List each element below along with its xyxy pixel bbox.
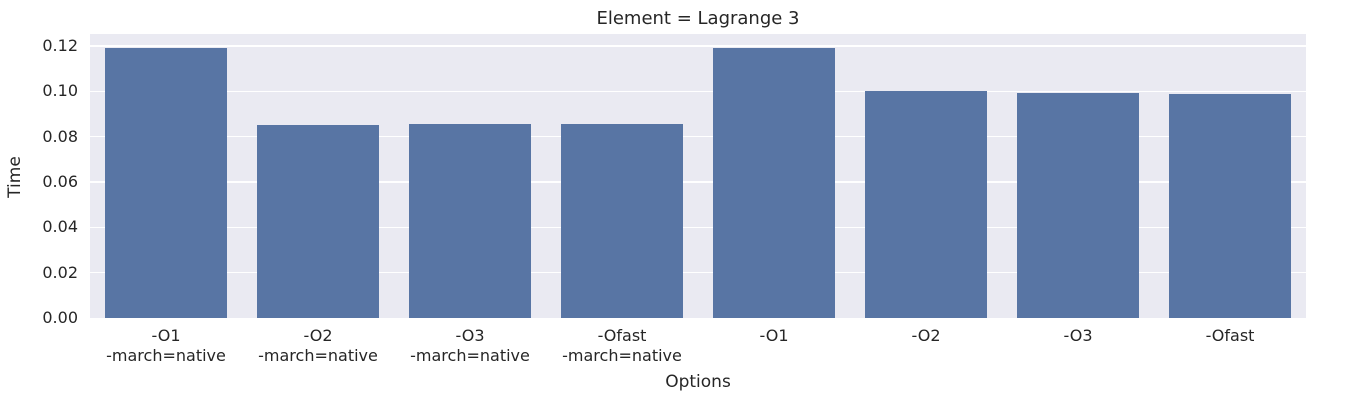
gridline xyxy=(90,181,1306,183)
gridline xyxy=(90,135,1306,138)
x-tick-label: -O1 xyxy=(759,326,789,345)
x-tick-label: -O2 -march=native xyxy=(258,326,378,365)
bar xyxy=(865,91,987,318)
bar xyxy=(105,47,227,318)
chart-title: Element = Lagrange 3 xyxy=(596,8,800,29)
y-tick-label: 0.10 xyxy=(42,81,78,101)
y-tick-label: 0.00 xyxy=(42,308,78,327)
y-tick-label: 0.12 xyxy=(42,36,78,55)
y-tick-label: 0.04 xyxy=(42,217,78,237)
x-tick-label: -O3 -march=native xyxy=(410,326,530,365)
bar xyxy=(1017,93,1139,318)
gridline xyxy=(90,90,1306,93)
gridline xyxy=(90,226,1306,229)
x-tick-label: -O3 xyxy=(1063,326,1093,345)
bar xyxy=(257,124,379,318)
y-tick-label: 0.06 xyxy=(42,172,78,191)
y-tick-label: 0.02 xyxy=(42,262,78,282)
gridline xyxy=(90,271,1306,274)
x-tick-label: -Ofast xyxy=(1205,326,1255,345)
bar xyxy=(409,123,531,318)
x-tick-label: -Ofast -march=native xyxy=(562,326,682,365)
x-tick-label: -O1 -march=native xyxy=(106,326,226,365)
bar xyxy=(713,47,835,318)
x-axis-label: Options xyxy=(665,372,731,392)
y-tick-label: 0.08 xyxy=(42,126,78,146)
gridline xyxy=(90,45,1306,47)
plot-area xyxy=(90,34,1306,318)
bar xyxy=(561,123,683,318)
bar xyxy=(1169,94,1291,318)
x-tick-label: -O2 xyxy=(911,326,941,345)
